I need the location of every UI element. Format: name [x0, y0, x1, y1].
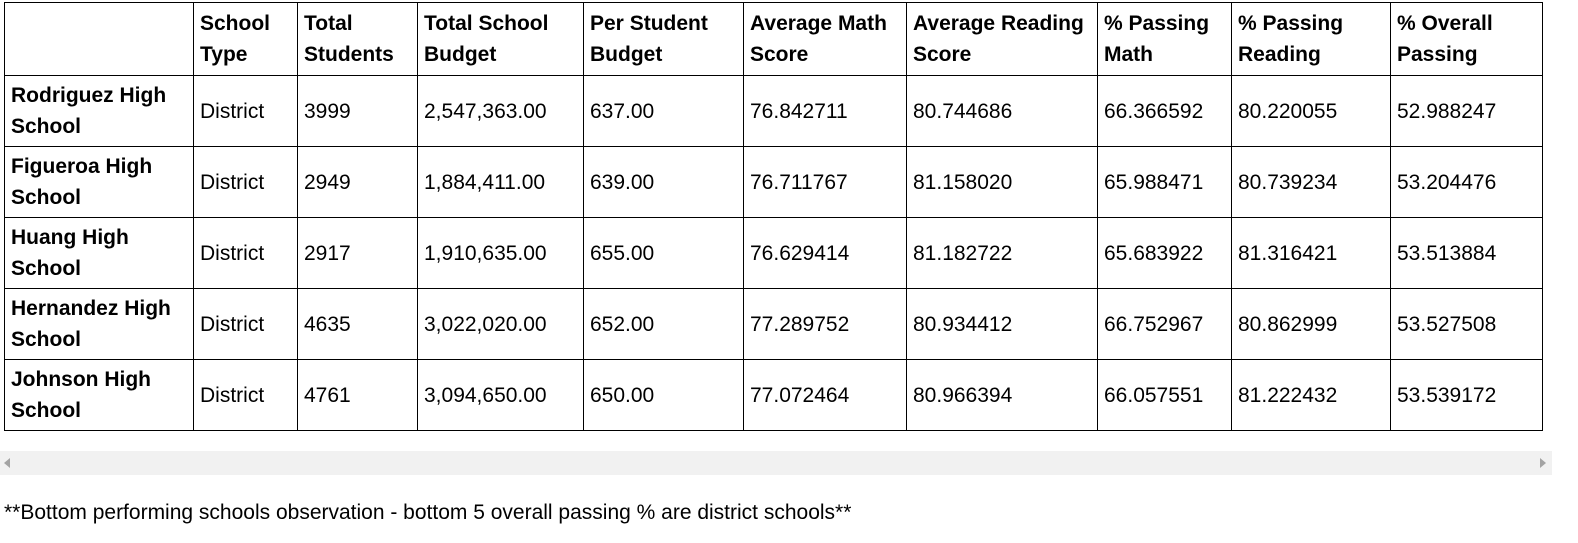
cell-average-reading-score: 80.744686: [906, 75, 1098, 147]
cell-school-type: District: [193, 359, 298, 431]
row-school-name: Hernandez High School: [4, 288, 194, 360]
table-row: Rodriguez High School District 3999 2,547…: [4, 75, 1543, 147]
cell-overall-passing: 53.527508: [1390, 288, 1543, 360]
cell-overall-passing: 52.988247: [1390, 75, 1543, 147]
cell-average-math-score: 76.711767: [743, 146, 907, 218]
cell-total-school-budget: 2,547,363.00: [417, 75, 584, 147]
row-school-name: Figueroa High School: [4, 146, 194, 218]
cell-total-students: 2949: [297, 146, 418, 218]
cell-school-type: District: [193, 217, 298, 289]
cell-average-math-score: 77.289752: [743, 288, 907, 360]
header-passing-math: % Passing Math: [1097, 2, 1232, 76]
header-total-school-budget: Total School Budget: [417, 2, 584, 76]
cell-overall-passing: 53.539172: [1390, 359, 1543, 431]
cell-per-student-budget: 655.00: [583, 217, 744, 289]
header-overall-passing: % Overall Passing: [1390, 2, 1543, 76]
cell-average-math-score: 76.629414: [743, 217, 907, 289]
table-row: Figueroa High School District 2949 1,884,…: [4, 146, 1543, 218]
header-average-math-score: Average Math Score: [743, 2, 907, 76]
cell-passing-reading: 80.220055: [1231, 75, 1391, 147]
cell-average-math-score: 77.072464: [743, 359, 907, 431]
scroll-left-arrow-icon[interactable]: [4, 458, 10, 468]
cell-average-reading-score: 81.182722: [906, 217, 1098, 289]
cell-total-school-budget: 1,884,411.00: [417, 146, 584, 218]
cell-overall-passing: 53.204476: [1390, 146, 1543, 218]
cell-passing-math: 66.366592: [1097, 75, 1232, 147]
table-row: Johnson High School District 4761 3,094,6…: [4, 359, 1543, 431]
cell-school-type: District: [193, 288, 298, 360]
cell-passing-math: 66.057551: [1097, 359, 1232, 431]
cell-total-students: 4635: [297, 288, 418, 360]
header-row: School Type Total Students Total School Bud…: [4, 2, 1543, 76]
row-school-name: Johnson High School: [4, 359, 194, 431]
header-index-cell: [4, 2, 194, 76]
table-output-area: School Type Total Students Total School Bud…: [4, 2, 1543, 431]
schools-table: School Type Total Students Total School Bud…: [4, 2, 1543, 431]
header-school-type: School Type: [193, 2, 298, 76]
cell-total-school-budget: 3,022,020.00: [417, 288, 584, 360]
cell-passing-math: 65.988471: [1097, 146, 1232, 218]
row-school-name: Huang High School: [4, 217, 194, 289]
cell-passing-math: 66.752967: [1097, 288, 1232, 360]
header-passing-reading: % Passing Reading: [1231, 2, 1391, 76]
header-total-students: Total Students: [297, 2, 418, 76]
row-school-name: Rodriguez High School: [4, 75, 194, 147]
table-header: School Type Total Students Total School Bud…: [4, 2, 1543, 76]
cell-average-reading-score: 80.966394: [906, 359, 1098, 431]
table-row: Huang High School District 2917 1,910,635…: [4, 217, 1543, 289]
cell-per-student-budget: 639.00: [583, 146, 744, 218]
header-average-reading-score: Average Reading Score: [906, 2, 1098, 76]
cell-passing-reading: 80.739234: [1231, 146, 1391, 218]
horizontal-scrollbar[interactable]: [0, 451, 1552, 475]
cell-passing-reading: 81.316421: [1231, 217, 1391, 289]
table-row: Hernandez High School District 4635 3,022…: [4, 288, 1543, 360]
cell-average-reading-score: 80.934412: [906, 288, 1098, 360]
cell-total-students: 4761: [297, 359, 418, 431]
table-body: Rodriguez High School District 3999 2,547…: [4, 75, 1543, 431]
cell-total-students: 2917: [297, 217, 418, 289]
cell-per-student-budget: 652.00: [583, 288, 744, 360]
header-per-student-budget: Per Student Budget: [583, 2, 744, 76]
cell-total-students: 3999: [297, 75, 418, 147]
cell-passing-math: 65.683922: [1097, 217, 1232, 289]
cell-per-student-budget: 650.00: [583, 359, 744, 431]
cell-passing-reading: 81.222432: [1231, 359, 1391, 431]
cell-per-student-budget: 637.00: [583, 75, 744, 147]
cell-average-reading-score: 81.158020: [906, 146, 1098, 218]
cell-total-school-budget: 3,094,650.00: [417, 359, 584, 431]
cell-school-type: District: [193, 146, 298, 218]
cell-school-type: District: [193, 75, 298, 147]
scroll-right-arrow-icon[interactable]: [1540, 458, 1546, 468]
cell-passing-reading: 80.862999: [1231, 288, 1391, 360]
observation-text: **Bottom performing schools observation …: [4, 501, 852, 524]
cell-total-school-budget: 1,910,635.00: [417, 217, 584, 289]
cell-average-math-score: 76.842711: [743, 75, 907, 147]
cell-overall-passing: 53.513884: [1390, 217, 1543, 289]
